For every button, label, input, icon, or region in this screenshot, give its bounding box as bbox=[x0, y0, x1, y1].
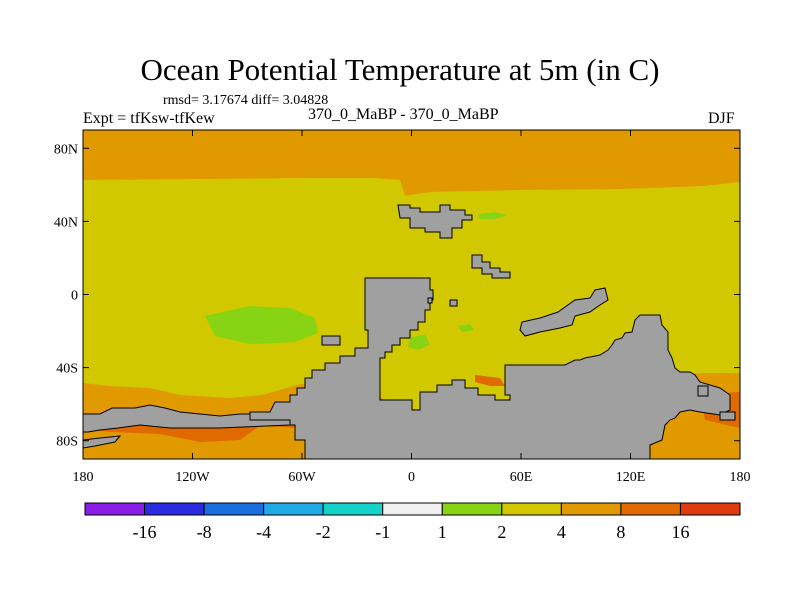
land-small-island-east bbox=[471, 254, 511, 279]
period-label: 370_0_MaBP - 370_0_MaBP bbox=[308, 106, 499, 123]
colorbar-label: 2 bbox=[497, 522, 506, 542]
lat-tick-label: 0 bbox=[71, 289, 78, 304]
land-southern-arc bbox=[519, 287, 609, 337]
colorbar-swatch bbox=[620, 502, 681, 516]
lon-tick-label: 180 bbox=[730, 470, 751, 485]
axis-ticks: 80N 40N 0 40S 80S 180 120W 60W 0 60E 120E 180 bbox=[54, 130, 751, 485]
colorbar-swatch bbox=[382, 502, 443, 516]
hot-patch-3 bbox=[475, 375, 505, 386]
colorbar-swatch bbox=[144, 502, 205, 516]
colorbar-swatch bbox=[441, 502, 503, 516]
cool-patch-4 bbox=[458, 324, 474, 332]
lon-tick-label: 60W bbox=[288, 470, 316, 485]
colorbar-swatch bbox=[560, 502, 622, 516]
land-southwest-lower bbox=[83, 435, 122, 449]
colorbar-swatch bbox=[679, 502, 741, 516]
colorbar-label: -2 bbox=[316, 522, 331, 542]
land-far-island bbox=[697, 385, 709, 397]
colorbar-swatch bbox=[84, 502, 146, 516]
land-tiny-island bbox=[449, 299, 458, 307]
lat-tick-label: 80N bbox=[54, 142, 78, 157]
land-west-small-block bbox=[321, 335, 341, 346]
land-masses bbox=[83, 204, 736, 459]
colorbar: -16 -8 -4 -2 -1 1 2 4 8 16 bbox=[84, 502, 741, 542]
colorbar-label: 8 bbox=[616, 522, 625, 542]
colorbar-swatch bbox=[322, 502, 384, 516]
colorbar-label: -16 bbox=[133, 522, 157, 542]
experiment-label: Expt = tfKsw-tfKew bbox=[83, 110, 215, 127]
cool-patch-3 bbox=[408, 334, 430, 350]
colorbar-label: 4 bbox=[557, 522, 566, 542]
season-label: DJF bbox=[708, 110, 735, 127]
hot-patch-2 bbox=[190, 430, 240, 442]
colorbar-label: -1 bbox=[375, 522, 390, 542]
map-field bbox=[83, 130, 740, 459]
lat-tick-label: 40N bbox=[54, 215, 78, 230]
land-southwest-strip bbox=[83, 404, 291, 433]
colorbar-swatch bbox=[501, 502, 562, 516]
land-tiny-island-2 bbox=[427, 297, 433, 304]
colorbar-label: 1 bbox=[438, 522, 447, 542]
colorbar-swatch bbox=[203, 502, 265, 516]
land-north-island bbox=[397, 204, 473, 239]
land-main-continent bbox=[249, 277, 731, 459]
lon-tick-label: 180 bbox=[73, 470, 94, 485]
lon-tick-label: 120E bbox=[616, 470, 646, 485]
colorbar-swatch bbox=[263, 502, 324, 516]
cool-patch-1 bbox=[205, 306, 318, 344]
lon-tick-label: 60E bbox=[510, 470, 533, 485]
cool-patch-2 bbox=[478, 212, 508, 219]
map-title: Ocean Potential Temperature at 5m (in C) bbox=[140, 52, 660, 87]
lon-tick-label: 0 bbox=[408, 470, 415, 485]
lat-tick-label: 40S bbox=[56, 362, 78, 377]
lat-tick-label: 80S bbox=[56, 435, 78, 450]
lon-tick-label: 120W bbox=[175, 470, 210, 485]
land-east-island bbox=[719, 411, 736, 421]
colorbar-label: 16 bbox=[671, 522, 689, 542]
colorbar-label: -4 bbox=[256, 522, 271, 542]
stats-label: rmsd= 3.17674 diff= 3.04828 bbox=[163, 93, 329, 108]
colorbar-label: -8 bbox=[197, 522, 212, 542]
north-warm-band bbox=[83, 130, 740, 196]
